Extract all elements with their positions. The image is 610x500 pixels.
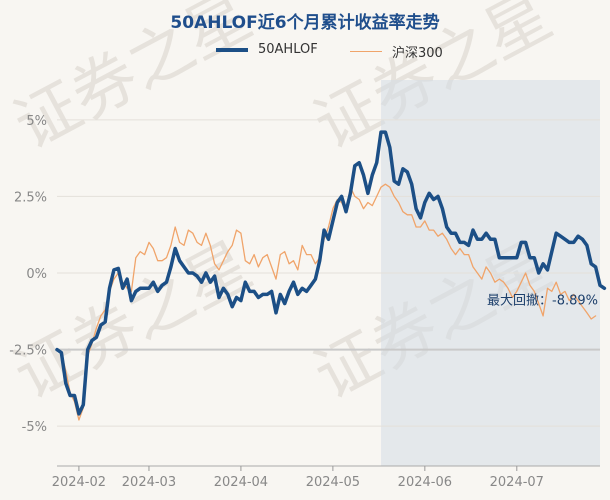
max-drawdown-label: 最大回撤：-8.89% — [487, 292, 598, 308]
legend: 50AHLOF 沪深300 — [0, 42, 610, 62]
y-tick-label: 0% — [26, 267, 47, 282]
legend-swatch-fund — [216, 47, 248, 52]
y-tick-label: -5% — [22, 420, 47, 435]
x-tick-label: 2024-05 — [306, 475, 360, 490]
legend-swatch-index — [350, 51, 382, 52]
grid-layer — [57, 119, 600, 427]
y-tick-label: -2.5% — [9, 344, 47, 359]
axis-layer: 5% 2.5% 0% -2.5% -5% 2024-02 2024-03 2024-04 202… — [9, 114, 600, 490]
x-tick-label: 2024-07 — [490, 475, 544, 490]
legend-label-fund: 50AHLOF — [258, 42, 318, 57]
legend-item-fund[interactable]: 50AHLOF — [216, 42, 318, 57]
chart-title: 50AHLOF近6个月累计收益率走势 — [170, 13, 440, 33]
x-tick-label: 2024-04 — [214, 475, 268, 490]
x-tick-label: 2024-02 — [52, 475, 106, 490]
watermark-text: 证券之星 — [3, 229, 264, 415]
label-layer: 最大回撤：-8.89% — [487, 292, 598, 308]
y-tick-label: 5% — [26, 114, 47, 129]
x-tick-label: 2024-06 — [398, 475, 452, 490]
legend-label-index: 沪深300 — [392, 46, 443, 61]
x-tick-label: 2024-03 — [122, 475, 176, 490]
legend-item-index[interactable]: 沪深300 — [350, 42, 443, 61]
series-layer — [55, 130, 607, 421]
y-tick-label: 2.5% — [14, 190, 47, 205]
fund-series-line — [55, 130, 607, 416]
